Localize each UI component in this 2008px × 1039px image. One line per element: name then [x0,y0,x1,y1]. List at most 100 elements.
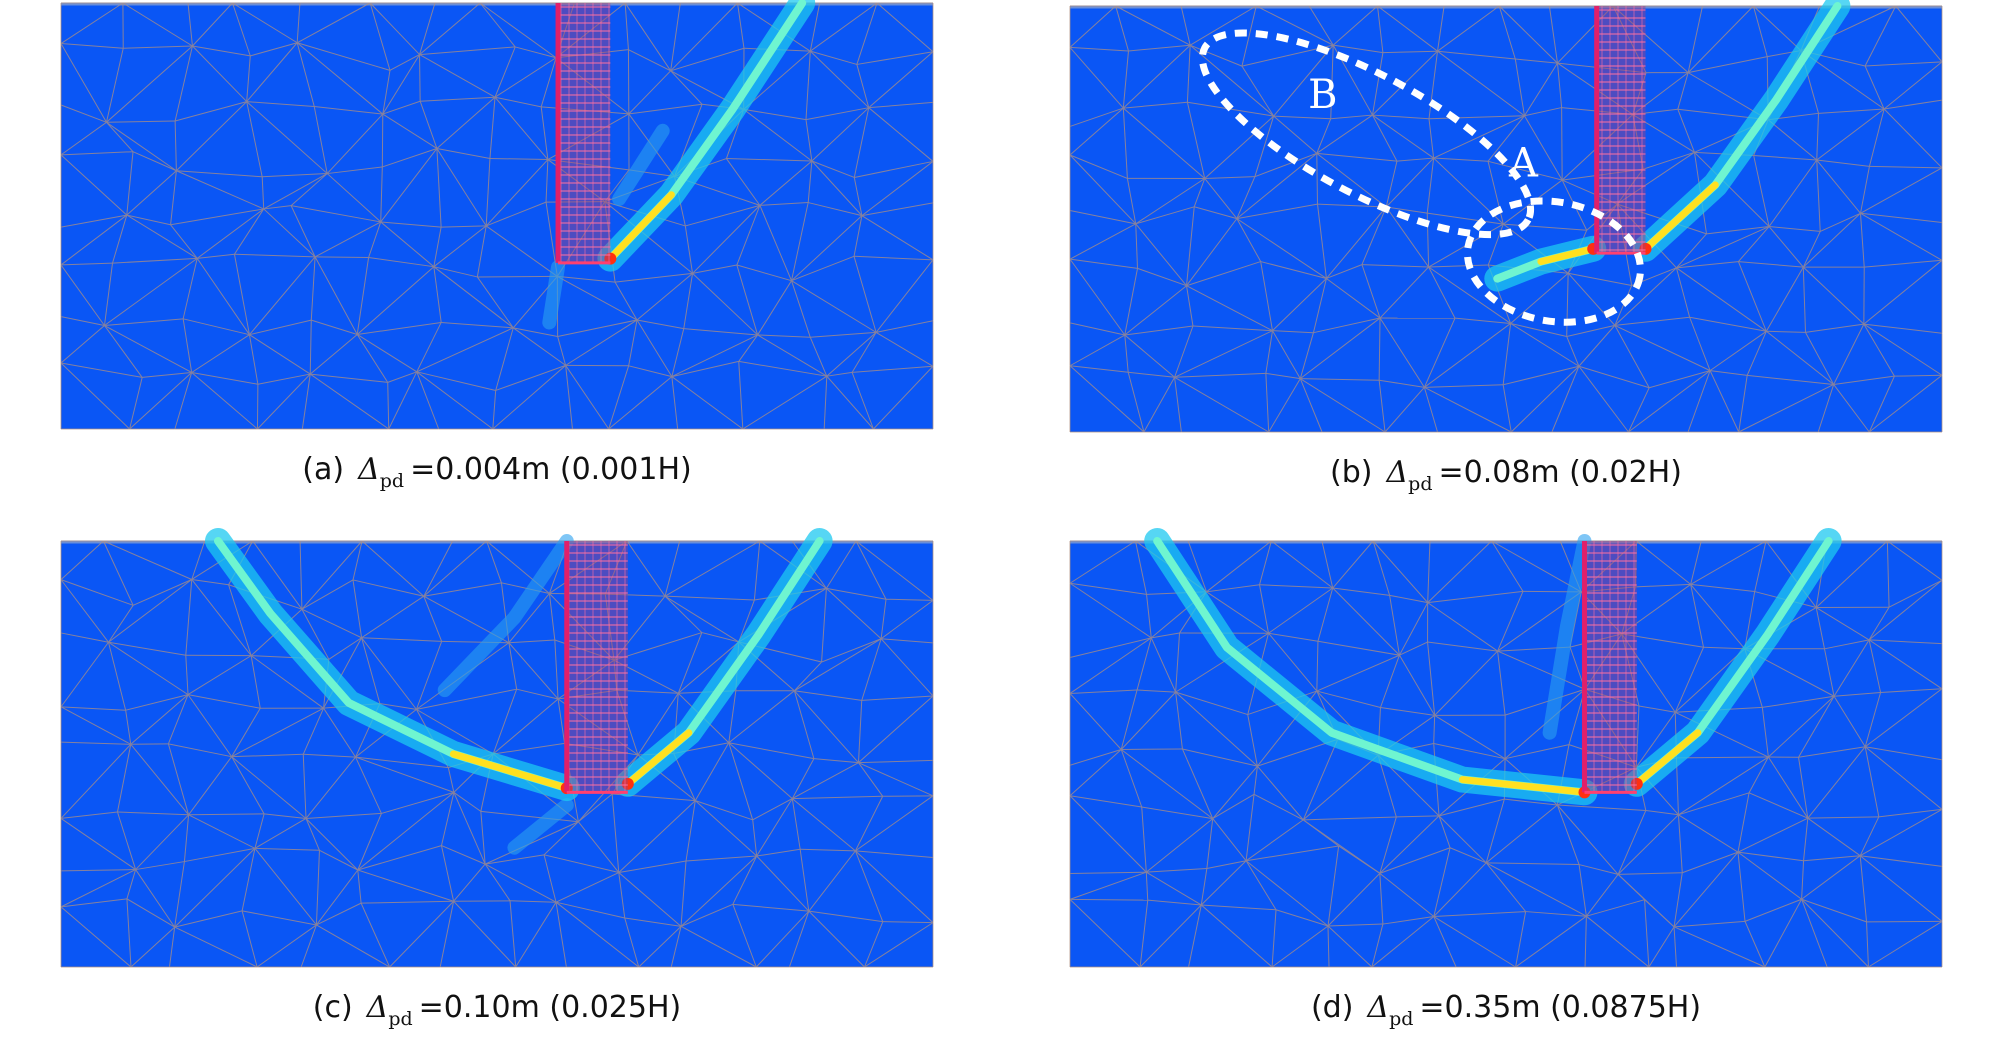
mesh-edge [1188,904,1202,968]
mesh-edge [174,121,177,171]
mesh-edge [1186,102,1206,179]
mesh-edge [357,869,362,904]
mesh-edge [352,540,363,581]
mesh-edge [1379,873,1384,925]
panel: BA [1069,0,1943,433]
mesh-edge [1174,377,1182,433]
mesh-edge [1738,226,1770,262]
mesh-edge [106,121,177,172]
mesh-edge [791,758,815,799]
mesh-edge [880,599,934,640]
mesh-edge [1753,154,1817,161]
mesh-edge [387,382,390,430]
mesh-edge [1689,316,1767,332]
mesh-edge [1815,540,1888,608]
mesh-edge [809,337,828,377]
mesh-edge [565,365,573,430]
mesh-edge [555,872,619,903]
mesh-edge [1206,591,1269,634]
mesh-edge [684,225,694,274]
mesh-edge [1189,44,1274,117]
mesh-edge [108,579,193,643]
mesh-edge [327,166,383,175]
mesh-edge [486,540,502,583]
mesh-edge [176,170,264,210]
mesh-edge [1069,334,1126,367]
mesh-edge [182,318,193,373]
mesh-edge [60,262,113,266]
mesh-edge [1122,44,1191,109]
mesh-edge [861,638,882,701]
mesh-edge [1673,851,1739,928]
mesh-edge [861,202,934,217]
mesh-edge [1245,860,1329,927]
mesh-edge [578,793,613,823]
mesh-edge [1120,749,1214,820]
mesh-edge [858,762,934,797]
mesh-edge [1150,637,1177,693]
mesh-edge [1487,115,1525,162]
mesh-edge [1212,818,1247,862]
mesh-edge [1241,5,1257,67]
mesh-edge [419,101,438,149]
mesh-edge [1497,591,1524,652]
mesh-edge [1748,792,1808,819]
mesh-edge [636,319,673,377]
mesh-edge [168,743,232,758]
mesh-edge [241,848,256,911]
mesh-edge [309,334,358,375]
mesh-edge [1485,862,1527,912]
mesh-edge [1273,44,1334,117]
mesh-edge [319,849,359,871]
mesh-edge [1399,641,1428,656]
mesh-edge [756,848,801,857]
mesh-edge [1299,317,1381,380]
mesh-edge [1709,330,1767,372]
mesh-edge [1803,818,1809,861]
mesh-edge [1361,264,1429,268]
mesh-edge [1135,223,1187,287]
mesh-edge [232,2,251,57]
mesh-edge [685,800,696,862]
mesh-edge [1635,540,1691,585]
mesh-edge [1299,332,1314,379]
mesh-edge [1428,115,1525,120]
mesh-edge [793,690,859,763]
mesh-edge [1497,651,1506,716]
mesh-edge [810,50,857,65]
mesh-edge [183,318,250,336]
soil-domain [61,3,933,429]
mesh-edge [1254,152,1317,178]
mesh-edge [105,48,124,123]
mesh-edge [1206,860,1247,870]
mesh-edge [1371,52,1384,116]
mesh-edge [301,608,330,660]
mesh-edge [263,208,316,258]
mesh-edge [494,96,549,160]
mesh-edge [742,375,828,430]
mesh-edge [1438,815,1487,864]
mesh-edge [170,208,264,226]
mesh-edge [826,587,882,640]
mesh-edge [316,902,362,926]
mesh-edge [1566,273,1569,337]
mesh-edge [1860,212,1943,261]
annotation-region [1463,197,1644,326]
mesh-edge [1181,748,1214,819]
mesh-edge [1578,365,1650,389]
mesh-edge [861,215,934,261]
mesh-edge [868,107,934,162]
mesh-edge [416,688,517,710]
mesh-edge [60,104,107,123]
mesh-edge [1762,695,1835,708]
shear-band-peak [624,729,693,788]
mesh-edge [174,926,258,968]
mesh-edge [316,869,359,926]
mesh-edge [1069,898,1148,901]
mesh-edge [1428,266,1511,324]
mesh-edge [1614,324,1711,372]
mesh-edge [1764,898,1803,968]
mesh-edge [1128,44,1191,52]
mesh-edge [132,579,192,606]
mesh-edge [1245,819,1304,862]
